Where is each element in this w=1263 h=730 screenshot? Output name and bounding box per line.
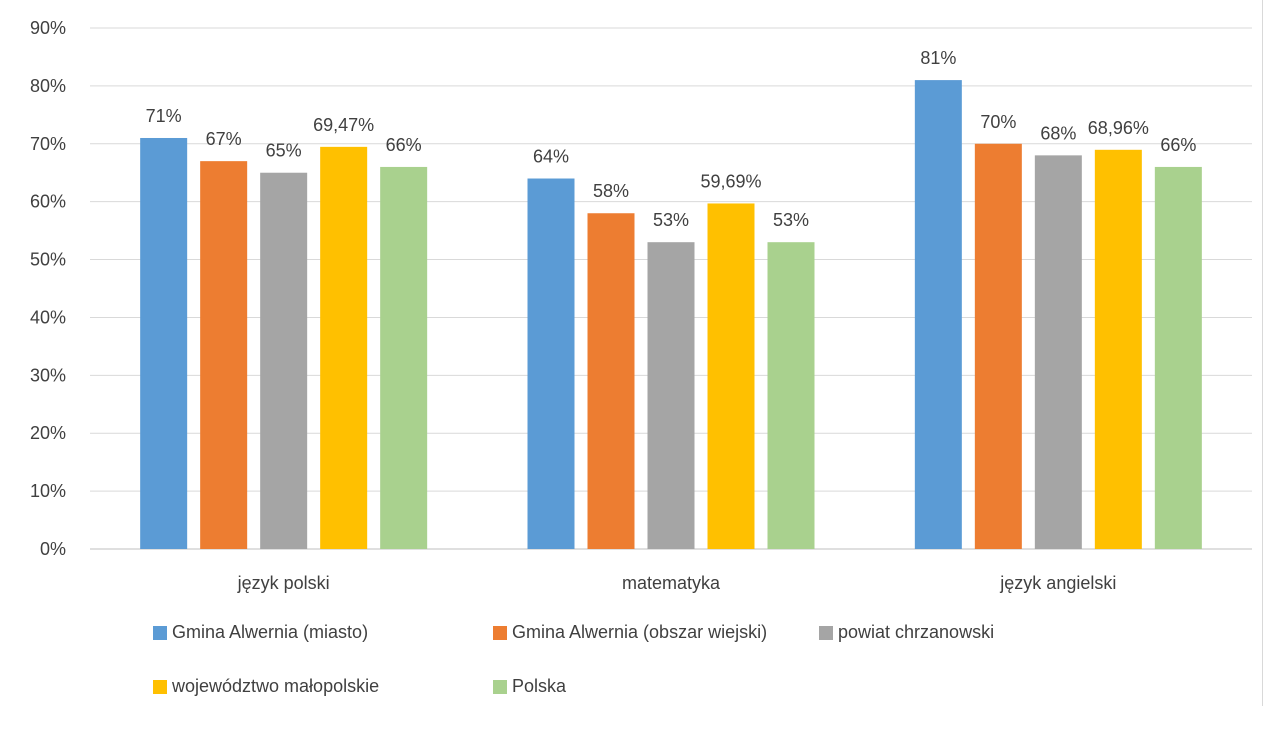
data-label: 59,69% <box>700 171 761 191</box>
data-label: 81% <box>920 48 956 68</box>
legend-swatch-wojewodztwo <box>153 679 167 694</box>
bar <box>647 242 695 549</box>
data-label: 68% <box>1040 123 1076 143</box>
bar <box>200 161 248 549</box>
legend: Gmina Alwernia (miasto) Gmina Alwernia (… <box>153 622 1153 730</box>
data-label: 71% <box>146 106 182 126</box>
bar <box>707 203 755 549</box>
chart-container: 0% 10% 20% 30% 40% 50% 60% 70% 80% 90% 71% 67% 65% 69… <box>30 0 1263 706</box>
bar <box>587 213 635 549</box>
data-label: 68,96% <box>1088 118 1149 138</box>
x-tick-label: język polski <box>237 573 330 593</box>
legend-swatch-gmina-wies <box>493 625 507 640</box>
y-tick-label: 80% <box>30 76 66 96</box>
y-tick-label: 20% <box>30 423 66 443</box>
bar <box>140 137 188 549</box>
data-label: 66% <box>1160 135 1196 155</box>
legend-swatch-polska <box>493 679 507 694</box>
legend-label-gmina-wies: Gmina Alwernia (obszar wiejski) <box>512 622 768 642</box>
data-label: 65% <box>266 141 302 161</box>
bar <box>320 146 368 549</box>
legend-item-gmina-wies: Gmina Alwernia (obszar wiejski) <box>493 622 767 643</box>
bar <box>260 172 308 549</box>
legend-label-wojewodztwo: województwo małopolskie <box>172 676 380 696</box>
legend-label-polska: Polska <box>512 676 567 696</box>
y-tick-label: 40% <box>30 307 66 327</box>
bar <box>527 178 575 549</box>
data-label: 67% <box>206 129 242 149</box>
bar <box>1034 155 1082 549</box>
x-tick-label: matematyka <box>622 573 721 593</box>
y-tick-label: 70% <box>30 134 66 154</box>
legend-label-gmina-miasto: Gmina Alwernia (miasto) <box>172 622 369 642</box>
data-label: 66% <box>386 135 422 155</box>
bar <box>974 143 1022 549</box>
bar <box>914 80 962 549</box>
bar <box>1154 166 1202 549</box>
legend-swatch-gmina-miasto <box>153 625 167 640</box>
legend-item-gmina-miasto: Gmina Alwernia (miasto) <box>153 622 368 643</box>
legend-item-powiat: powiat chrzanowski <box>819 622 994 643</box>
legend-row-1: Gmina Alwernia (miasto) Gmina Alwernia (… <box>153 622 1153 676</box>
legend-row-2: województwo małopolskie Polska <box>153 676 1153 730</box>
legend-label-powiat: powiat chrzanowski <box>838 622 995 642</box>
y-tick-label: 10% <box>30 481 66 501</box>
legend-swatch-powiat <box>819 625 833 640</box>
legend-item-wojewodztwo: województwo małopolskie <box>153 676 379 697</box>
bar <box>1094 149 1142 549</box>
data-label: 58% <box>593 181 629 201</box>
bar-chart: 0% 10% 20% 30% 40% 50% 60% 70% 80% 90% 71% 67% 65% 69… <box>30 18 1252 593</box>
bar <box>380 166 428 549</box>
data-label: 70% <box>980 112 1016 132</box>
y-tick-label: 30% <box>30 365 66 385</box>
data-label: 69,47% <box>313 115 374 135</box>
y-tick-label: 90% <box>30 18 66 38</box>
y-tick-label: 60% <box>30 192 66 212</box>
data-label: 53% <box>773 210 809 230</box>
x-tick-label: język angielski <box>999 573 1116 593</box>
data-label: 53% <box>653 210 689 230</box>
y-tick-label: 0% <box>40 539 66 559</box>
y-tick-label: 50% <box>30 250 66 270</box>
data-label: 64% <box>533 147 569 167</box>
bar <box>767 242 815 549</box>
legend-item-polska: Polska <box>493 676 566 697</box>
